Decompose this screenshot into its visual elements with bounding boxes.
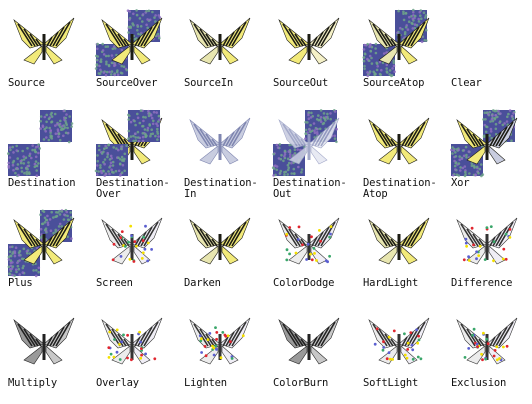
mode-preview-lighten bbox=[189, 317, 251, 365]
mode-cell-color-burn: ColorBurn bbox=[265, 304, 353, 404]
butterfly-shape bbox=[189, 117, 251, 165]
mode-cell-destination-in: Destination- In bbox=[176, 104, 264, 204]
mode-preview-source-out bbox=[278, 17, 340, 65]
mode-preview-clear bbox=[443, 4, 531, 78]
mode-cell-destination: Destination bbox=[0, 104, 88, 204]
mode-cell-darken: Darken bbox=[176, 204, 264, 304]
butterfly-shape bbox=[189, 317, 251, 365]
mode-cell-xor: Xor bbox=[443, 104, 531, 204]
mode-label: ColorBurn bbox=[273, 377, 329, 389]
mode-label: HardLight bbox=[363, 277, 419, 289]
mode-preview-source-in bbox=[189, 17, 251, 65]
mode-cell-source-atop: SourceAtop bbox=[355, 4, 443, 104]
texture-square-upper bbox=[127, 109, 161, 143]
mode-cell-clear: Clear bbox=[443, 4, 531, 104]
butterfly-shape bbox=[456, 217, 518, 265]
butterfly-shape bbox=[278, 117, 340, 165]
mode-label: Multiply bbox=[8, 377, 57, 389]
mode-label: SourceOver bbox=[96, 77, 158, 89]
mode-preview-destination-atop bbox=[368, 117, 430, 165]
mode-label: Clear bbox=[451, 77, 482, 89]
mode-preview-screen bbox=[101, 217, 163, 265]
mode-cell-source-over: SourceOver bbox=[88, 4, 176, 104]
mode-preview-darken bbox=[189, 217, 251, 265]
butterfly-shape bbox=[278, 217, 340, 265]
mode-label: Overlay bbox=[96, 377, 139, 389]
mode-cell-multiply: Multiply bbox=[0, 304, 88, 404]
mode-label: Destination bbox=[8, 177, 76, 189]
butterfly-shape bbox=[101, 317, 163, 365]
butterfly-shape bbox=[189, 17, 251, 65]
mode-cell-plus: Plus bbox=[0, 204, 88, 304]
mode-cell-overlay: Overlay bbox=[88, 304, 176, 404]
butterfly-shape bbox=[368, 17, 430, 65]
butterfly-shape bbox=[13, 317, 75, 365]
butterfly-shape bbox=[368, 317, 430, 365]
mode-preview-plus bbox=[7, 208, 75, 278]
mode-preview-difference bbox=[456, 217, 518, 265]
texture-square-lower bbox=[94, 143, 128, 177]
butterfly-shape bbox=[368, 117, 430, 165]
butterfly-shape bbox=[368, 217, 430, 265]
mode-label: Lighten bbox=[184, 377, 227, 389]
mode-label: Darken bbox=[184, 277, 221, 289]
mode-preview-exclusion bbox=[456, 317, 518, 365]
mode-cell-destination-atop: Destination- Atop bbox=[355, 104, 443, 204]
mode-label: SourceOut bbox=[273, 77, 329, 89]
mode-preview-overlay bbox=[101, 317, 163, 365]
butterfly-shape bbox=[13, 217, 75, 265]
mode-cell-soft-light: SoftLight bbox=[355, 304, 443, 404]
mode-cell-source-out: SourceOut bbox=[265, 4, 353, 104]
butterfly-shape bbox=[189, 217, 251, 265]
mode-label: Difference bbox=[451, 277, 513, 289]
butterfly-shape bbox=[101, 217, 163, 265]
mode-preview-destination-out bbox=[271, 109, 340, 177]
mode-preview-destination-over bbox=[94, 109, 163, 177]
mode-cell-source: Source bbox=[0, 4, 88, 104]
mode-preview-xor bbox=[450, 109, 518, 178]
mode-label: Source bbox=[8, 77, 45, 89]
mode-cell-difference: Difference bbox=[443, 204, 531, 304]
mode-preview-multiply bbox=[13, 317, 75, 365]
mode-label: Screen bbox=[96, 277, 133, 289]
mode-preview-source-atop bbox=[362, 8, 430, 78]
mode-preview-hard-light bbox=[368, 217, 430, 265]
butterfly-shape bbox=[456, 317, 518, 365]
mode-label: ColorDodge bbox=[273, 277, 335, 289]
mode-label: Xor bbox=[451, 177, 470, 189]
mode-cell-destination-out: Destination- Out bbox=[265, 104, 353, 204]
butterfly-shape bbox=[101, 17, 163, 65]
texture-square-lower bbox=[7, 143, 41, 178]
mode-label: Destination- Over bbox=[96, 177, 170, 200]
mode-cell-lighten: Lighten bbox=[176, 304, 264, 404]
mode-label: Destination- Out bbox=[273, 177, 347, 200]
mode-cell-destination-over: Destination- Over bbox=[88, 104, 176, 204]
mode-label: Destination- In bbox=[184, 177, 258, 200]
mode-preview-color-burn bbox=[278, 317, 340, 365]
mode-preview-source-over bbox=[94, 9, 163, 77]
butterfly-shape bbox=[13, 17, 75, 65]
mode-label: SourceAtop bbox=[363, 77, 425, 89]
mode-preview-destination-in bbox=[189, 117, 251, 165]
butterfly-shape bbox=[278, 17, 340, 65]
mode-label: Plus bbox=[8, 277, 33, 289]
mode-preview-soft-light bbox=[368, 317, 430, 365]
mode-cell-exclusion: Exclusion bbox=[443, 304, 531, 404]
butterfly-shape bbox=[278, 317, 340, 365]
mode-label: SourceIn bbox=[184, 77, 233, 89]
mode-cell-source-in: SourceIn bbox=[176, 4, 264, 104]
mode-cell-color-dodge: ColorDodge bbox=[265, 204, 353, 304]
butterfly-shape bbox=[456, 117, 518, 165]
mode-cell-hard-light: HardLight bbox=[355, 204, 443, 304]
mode-preview-destination bbox=[7, 109, 74, 178]
mode-cell-screen: Screen bbox=[88, 204, 176, 304]
mode-preview-color-dodge bbox=[278, 217, 340, 265]
mode-preview-source bbox=[13, 17, 75, 65]
mode-label: SoftLight bbox=[363, 377, 419, 389]
mode-label: Destination- Atop bbox=[363, 177, 437, 200]
texture-square-upper bbox=[39, 109, 74, 144]
mode-label: Exclusion bbox=[451, 377, 507, 389]
